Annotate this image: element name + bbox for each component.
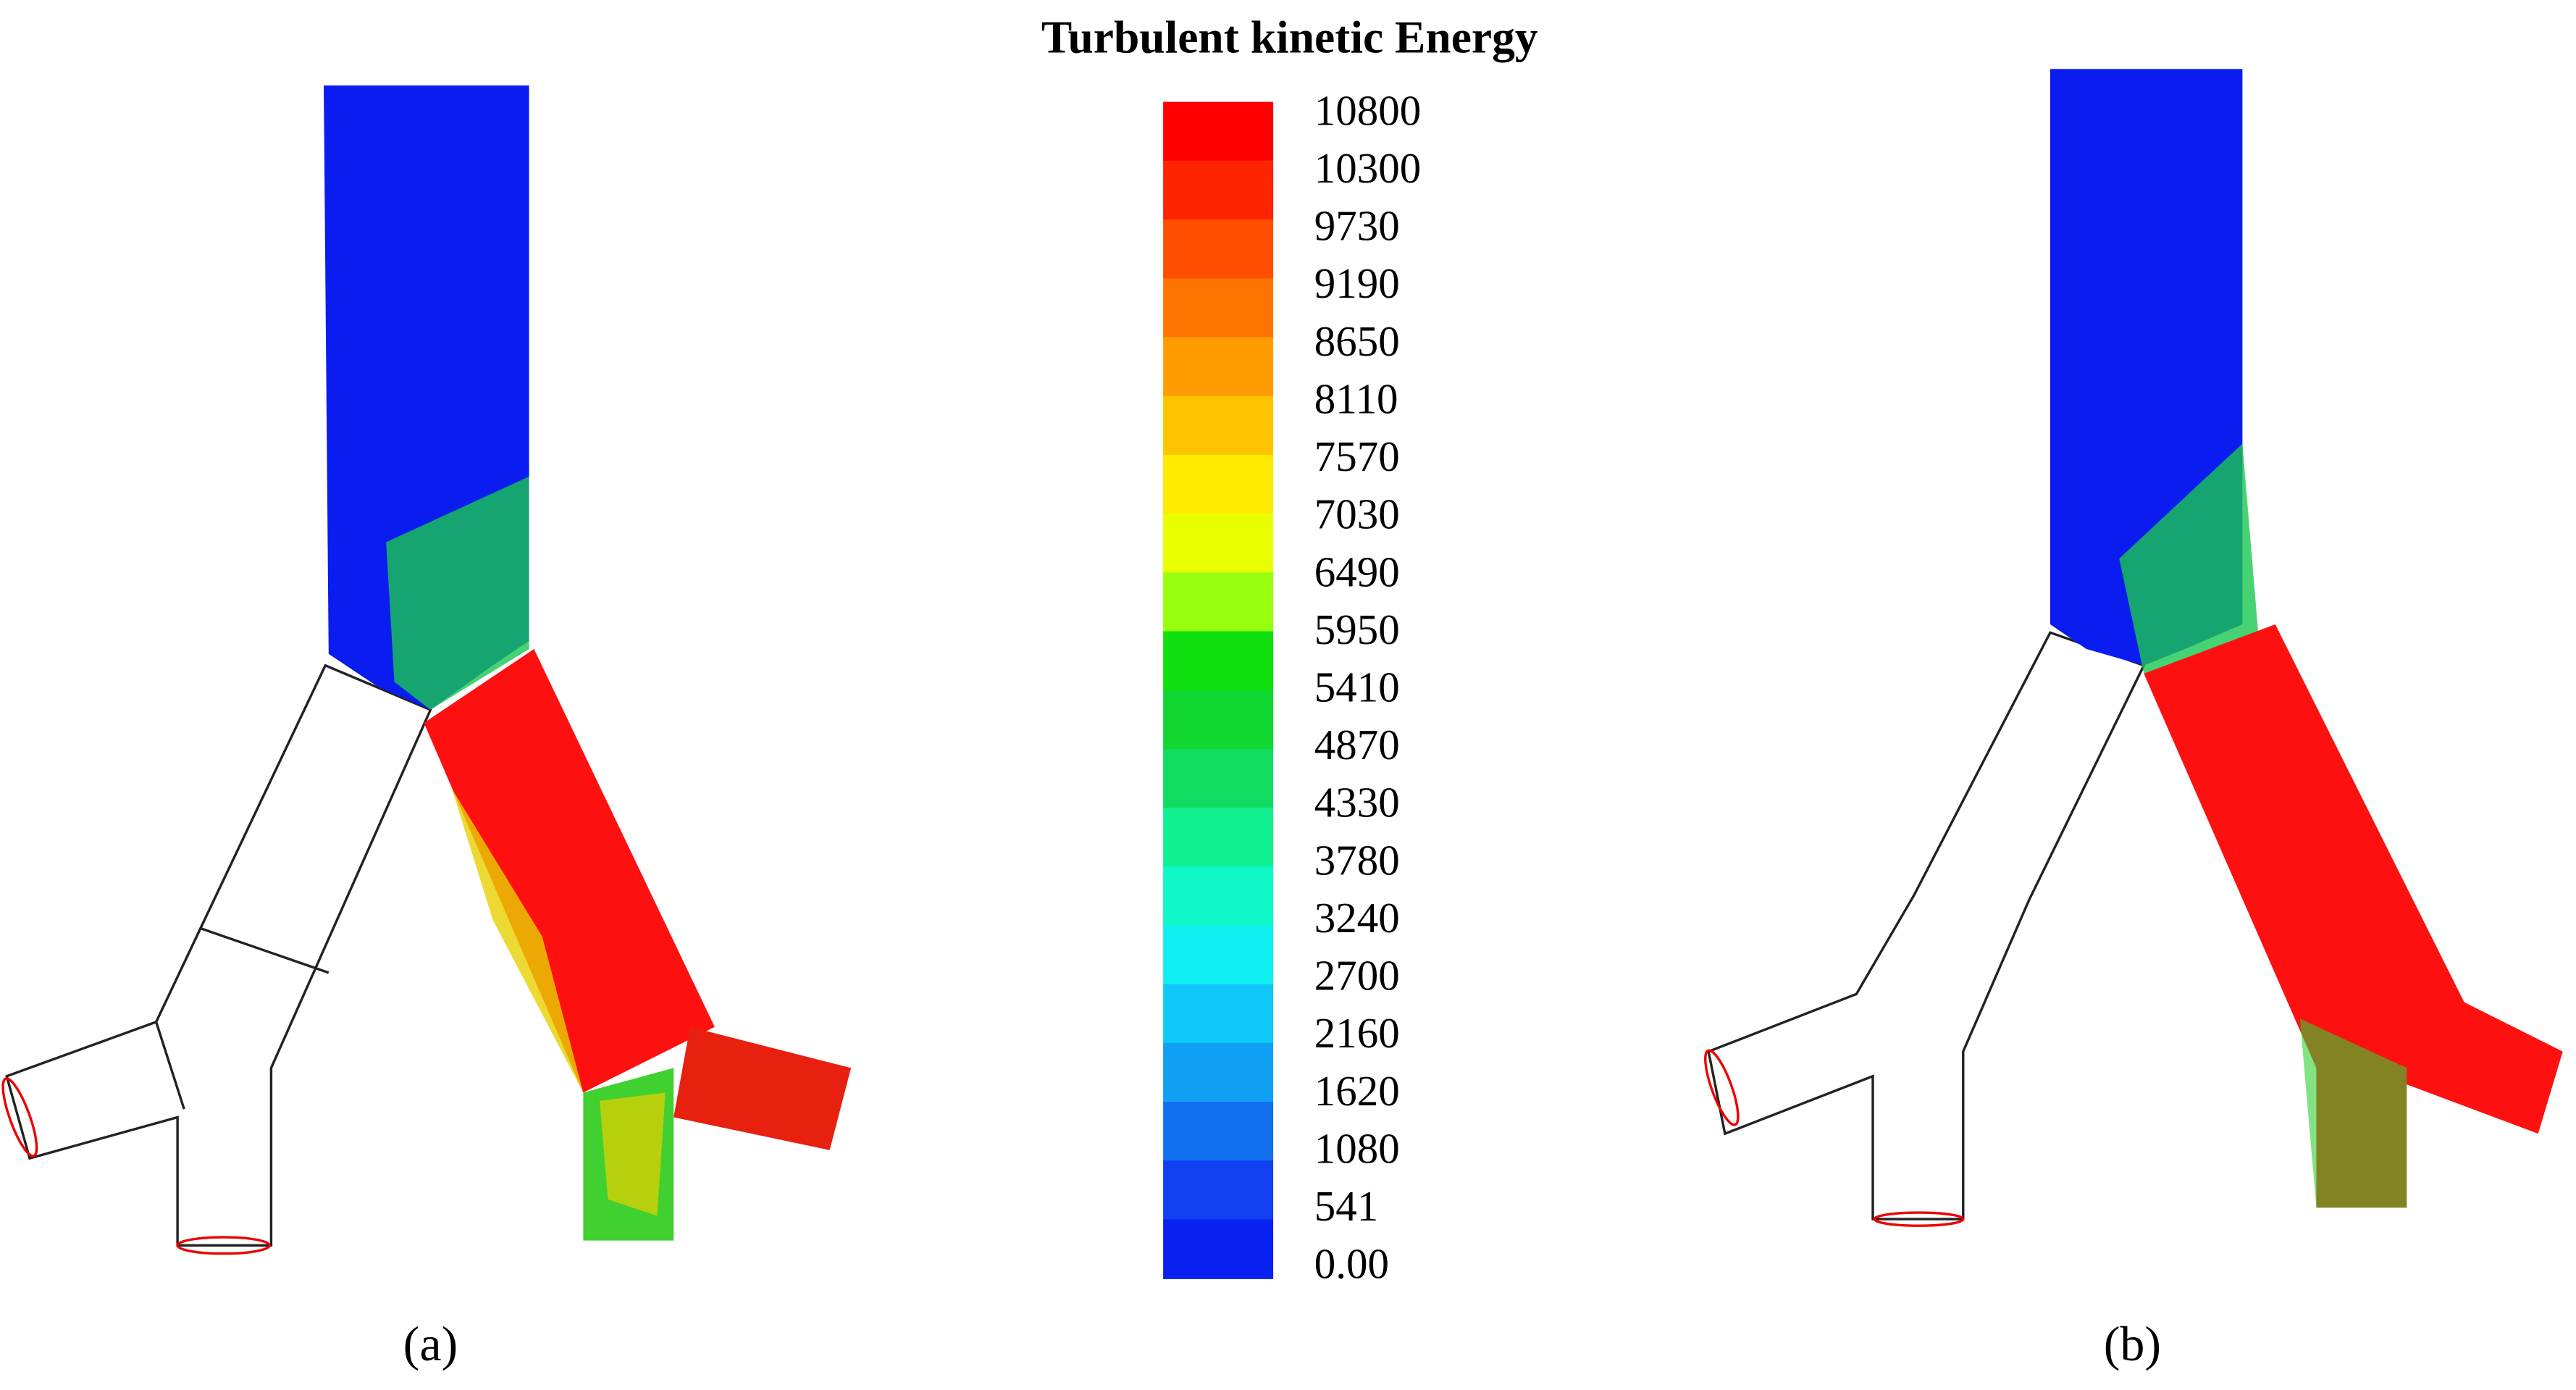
colorbar-band (1163, 278, 1274, 338)
colorbar-label: 541 (1314, 1182, 1378, 1230)
outlet-flow-mix (600, 1092, 666, 1216)
colorbar-label: 0.00 (1314, 1240, 1389, 1288)
colorbar-label: 3240 (1314, 894, 1400, 942)
colorbar-band (1163, 866, 1274, 926)
colorbar (1163, 101, 1274, 1279)
colorbar-label: 10300 (1314, 144, 1421, 192)
colorbar-label: 10800 (1314, 86, 1421, 134)
transition-flow (2119, 443, 2260, 674)
colorbar-label: 1620 (1314, 1067, 1400, 1115)
colorbar-label: 2700 (1314, 952, 1400, 1000)
colorbar-label: 4330 (1314, 779, 1400, 826)
outline-joint (200, 926, 330, 974)
colorbar-band (1163, 337, 1274, 397)
colorbar-band (1163, 395, 1274, 456)
colorbar-band (1163, 514, 1274, 574)
colorbar-band (1163, 690, 1274, 750)
colorbar-band (1163, 1219, 1274, 1279)
colorbar-band (1163, 1102, 1274, 1162)
colorbar-band (1163, 631, 1274, 691)
panel-label: (b) (2104, 1316, 2161, 1371)
outlet-flow-mix (2299, 1018, 2407, 1208)
transition-flow (386, 476, 529, 710)
colorbar-band (1163, 1160, 1274, 1221)
outline-joint (155, 1021, 185, 1110)
branch-flow (2144, 624, 2563, 1208)
branch-flow (424, 648, 715, 1093)
colorbar-label: 8110 (1314, 374, 1398, 422)
colorbar-band (1163, 572, 1274, 632)
colorbar-band (1163, 219, 1274, 280)
colorbar-label: 7570 (1314, 432, 1400, 480)
colorbar-band (1163, 984, 1274, 1044)
colorbar-label: 1080 (1314, 1124, 1400, 1172)
colorbar-band (1163, 925, 1274, 985)
colorbar-band (1163, 808, 1274, 868)
outline-branch (1707, 631, 2146, 1221)
outlet (1, 1077, 38, 1157)
panel-label: (a) (403, 1316, 458, 1371)
outline-branch (5, 663, 432, 1247)
colorbar-label: 7030 (1314, 490, 1400, 538)
colorbar-label: 2160 (1314, 1009, 1400, 1057)
outlet (176, 1236, 271, 1255)
colorbar-band (1163, 160, 1274, 221)
panel-b-geometry (1704, 69, 2563, 1227)
colorbar-band (1163, 454, 1274, 515)
colorbar-label: 6490 (1314, 548, 1400, 595)
figure-title: Turbulent kinetic Energy (1041, 12, 1538, 63)
panel-a-geometry (1, 85, 852, 1255)
colorbar-label: 9190 (1314, 259, 1400, 307)
colorbar-label: 8650 (1314, 317, 1400, 365)
outlet (1873, 1211, 1965, 1227)
branch-flow-mix (451, 788, 584, 1093)
outlet-flow (674, 1026, 852, 1150)
colorbar-label: 5410 (1314, 663, 1400, 711)
colorbar-label: 3780 (1314, 836, 1400, 884)
colorbar-band (1163, 101, 1274, 162)
colorbar-label: 5950 (1314, 606, 1400, 653)
outlet (1704, 1049, 1740, 1126)
colorbar-band (1163, 1042, 1274, 1103)
colorbar-label: 9730 (1314, 202, 1400, 250)
colorbar-label: 4870 (1314, 721, 1400, 769)
colorbar-band (1163, 748, 1274, 809)
